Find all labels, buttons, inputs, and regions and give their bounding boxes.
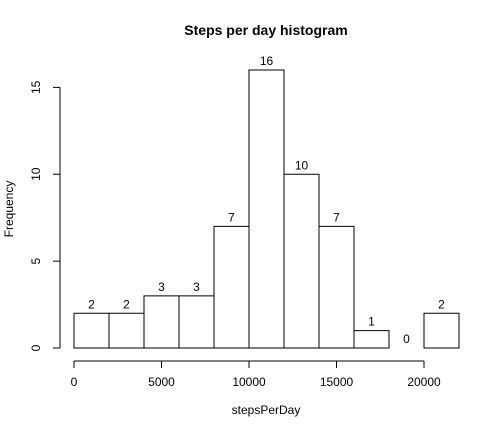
bar-count-label: 2 — [123, 297, 130, 311]
x-tick-label: 10000 — [232, 375, 266, 389]
bars-layer — [73, 69, 460, 349]
histogram-bar — [423, 312, 460, 349]
bar-count-label: 3 — [193, 280, 200, 294]
bar-count-label: 0 — [403, 332, 410, 346]
x-tick-label: 15000 — [320, 375, 354, 389]
bar-count-label: 3 — [158, 280, 165, 294]
bar-count-label: 10 — [295, 158, 309, 172]
histogram-bar — [353, 330, 390, 349]
x-axis: 0 5000 10000 15000 20000 — [71, 360, 441, 389]
x-tick-label: 5000 — [148, 375, 175, 389]
y-tick-label: 5 — [29, 257, 43, 264]
x-tick-label: 20000 — [407, 375, 441, 389]
y-tick-label: 15 — [29, 80, 43, 94]
bar-count-label: 1 — [368, 315, 375, 329]
x-axis-label: stepsPerDay — [232, 403, 301, 417]
histogram-bar — [213, 225, 250, 349]
bar-count-label: 7 — [333, 210, 340, 224]
histogram-bar — [178, 295, 215, 349]
bar-count-label: 16 — [260, 54, 274, 68]
histogram-bar — [143, 295, 180, 349]
histogram-bar — [73, 312, 110, 349]
histogram-bar — [108, 312, 145, 349]
histogram-bar — [318, 225, 355, 349]
y-axis: 0 5 10 15 — [29, 80, 61, 351]
y-axis-label: Frequency — [2, 181, 16, 238]
chart-title: Steps per day histogram — [184, 22, 347, 38]
histogram-bar — [283, 173, 320, 349]
y-tick-label: 0 — [29, 344, 43, 351]
histogram-bar — [248, 69, 285, 349]
bar-count-label: 7 — [228, 210, 235, 224]
bar-count-label: 2 — [88, 297, 95, 311]
bar-count-label: 2 — [438, 297, 445, 311]
x-tick-label: 0 — [71, 375, 78, 389]
y-tick-label: 10 — [29, 167, 43, 181]
